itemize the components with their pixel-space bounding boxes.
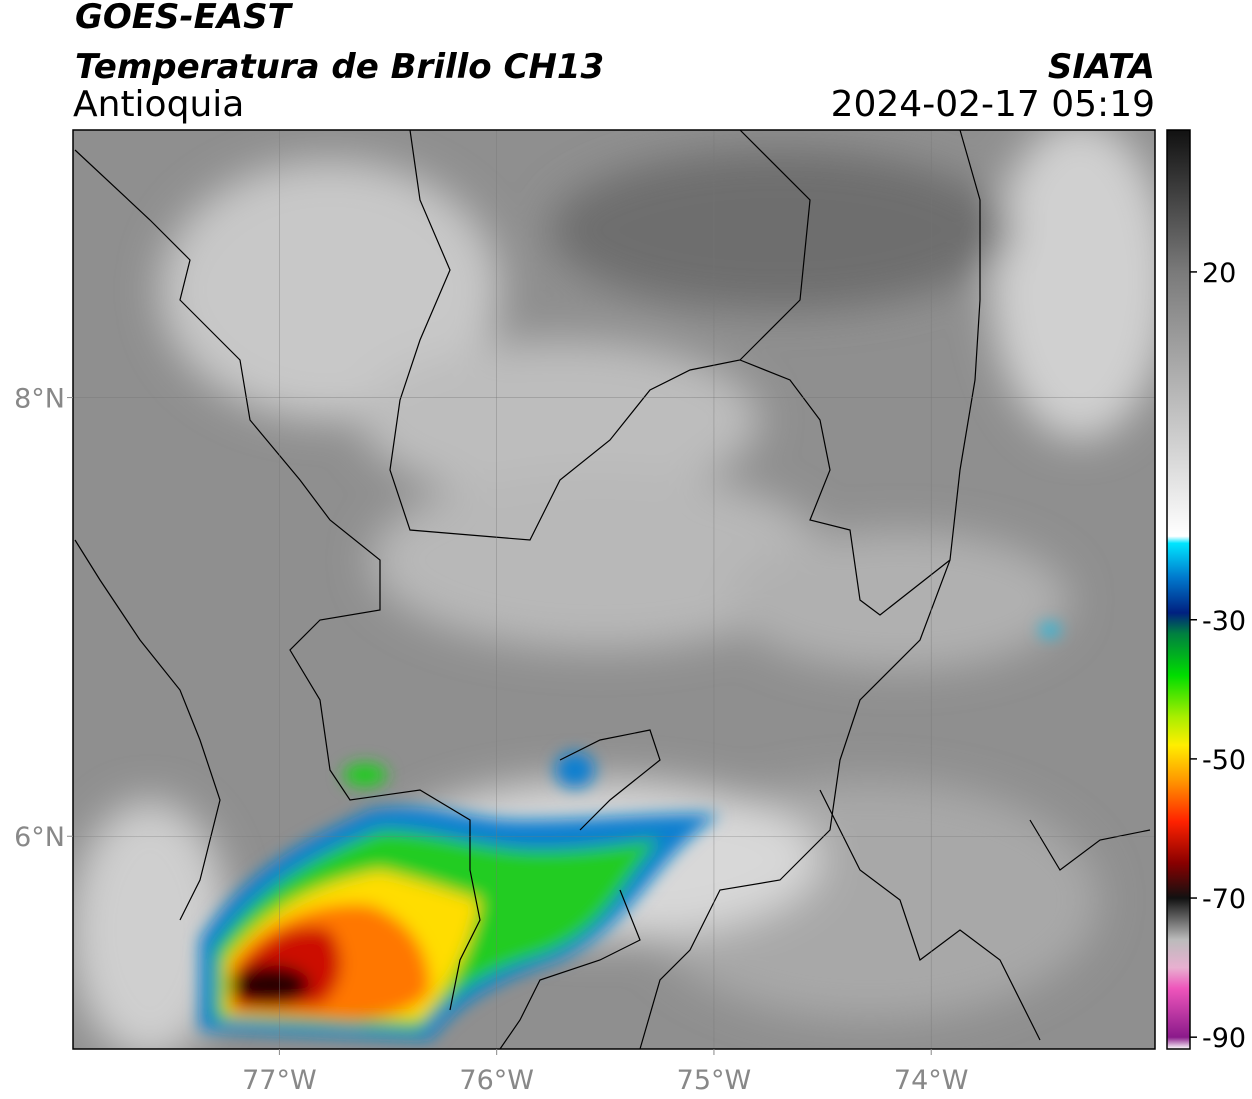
map-frame	[72, 129, 1156, 1050]
datetime: 2024-02-17 05:19	[831, 84, 1155, 125]
grid	[73, 130, 1155, 1049]
title: GOES-EAST	[75, 0, 294, 37]
y-tick-label: 6°N	[14, 822, 65, 853]
x-tick-label: 76°W	[459, 1065, 534, 1096]
subtitle: Temperatura de Brillo CH13	[75, 47, 604, 87]
colorbar-tick-label: -30	[1202, 606, 1246, 637]
colorbar	[1166, 129, 1191, 1050]
source: SIATA	[1048, 47, 1155, 87]
satellite-image	[73, 130, 1155, 1049]
x-tick-label: 74°W	[894, 1065, 969, 1096]
colorbar-tick-label: 20	[1202, 258, 1236, 289]
colorbar-tick-label: -70	[1202, 884, 1246, 915]
region: Antioquia	[73, 84, 244, 125]
y-tick-label: 8°N	[14, 384, 65, 415]
x-tick-label: 75°W	[677, 1065, 752, 1096]
x-tick-label: 77°W	[242, 1065, 317, 1096]
colorbar-tick-label: -90	[1202, 1023, 1246, 1054]
colorbar-tick-label: -50	[1202, 745, 1246, 776]
